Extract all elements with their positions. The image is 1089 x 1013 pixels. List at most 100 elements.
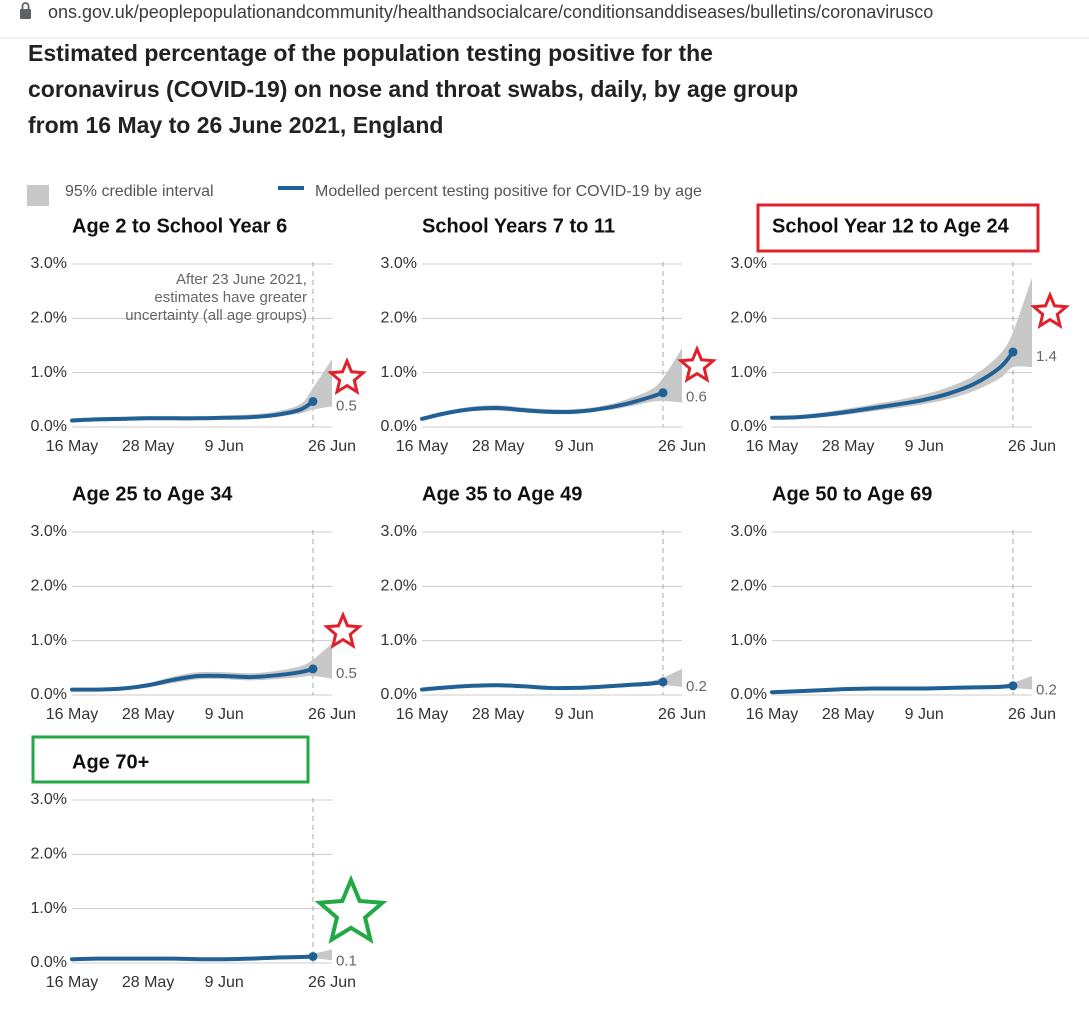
- panel: Age 70+ 0.0% 1.0% 2.0% 3.0% 16 May 28 May 9 Jun…: [31, 751, 357, 991]
- annotation: estimates have greater: [154, 289, 307, 306]
- y-tick-label: 2.0%: [731, 310, 767, 327]
- highlight-star: [323, 611, 363, 649]
- legend-label: Modelled percent testing positive for CO…: [315, 183, 702, 200]
- address-bar[interactable]: ons.gov.uk/peoplepopulationandcommunity/…: [20, 2, 933, 22]
- annotation: After 23 June 2021,: [176, 271, 307, 288]
- page-title: from 16 May to 26 June 2021, England: [28, 112, 443, 138]
- page-title: Estimated percentage of the population t…: [28, 40, 713, 66]
- y-tick-label: 0.0%: [381, 418, 417, 435]
- y-tick-label: 1.0%: [31, 632, 67, 649]
- value-label: 0.2: [1036, 682, 1057, 699]
- y-tick-label: 0.0%: [731, 686, 767, 703]
- y-tick-label: 3.0%: [381, 255, 417, 272]
- url[interactable]: ons.gov.uk/peoplepopulationandcommunity/…: [48, 2, 933, 22]
- end-point: [1008, 681, 1018, 691]
- panel-title: Age 35 to Age 49: [422, 483, 582, 505]
- end-point: [658, 677, 668, 687]
- x-tick-label: 26 Jun: [658, 438, 706, 455]
- y-tick-label: 1.0%: [731, 364, 767, 381]
- line: [70, 666, 315, 692]
- highlight-star: [677, 345, 717, 383]
- x-tick-label: 16 May: [46, 438, 98, 455]
- y-tick-label: 3.0%: [731, 255, 767, 272]
- legend-swatch: [27, 185, 49, 206]
- y-tick-label: 3.0%: [381, 523, 417, 540]
- x-tick-label: 9 Jun: [905, 706, 944, 723]
- y-tick-label: 3.0%: [731, 523, 767, 540]
- x-tick-label: 28 May: [122, 974, 174, 991]
- y-tick-label: 3.0%: [31, 523, 67, 540]
- credible-interval: [422, 348, 682, 421]
- value-label: 0.5: [336, 397, 357, 414]
- panel: Age 25 to Age 34 0.0% 1.0% 2.0% 3.0% 16 May 28…: [31, 483, 357, 723]
- end-point: [308, 951, 318, 961]
- x-tick-label: 16 May: [746, 706, 798, 723]
- x-tick-label: 9 Jun: [905, 438, 944, 455]
- y-tick-label: 2.0%: [381, 310, 417, 327]
- panel: School Years 7 to 11 0.0% 1.0% 2.0% 3.0% 16 M…: [381, 215, 707, 455]
- panel: Age 50 to Age 69 0.0% 1.0% 2.0% 3.0% 16 May 28…: [731, 483, 1057, 723]
- value-label: 1.4: [1036, 348, 1057, 365]
- x-tick-label: 16 May: [746, 438, 798, 455]
- value-label: 0.1: [336, 952, 357, 969]
- y-tick-label: 0.0%: [31, 418, 67, 435]
- highlight-box: [756, 203, 1040, 253]
- x-tick-label: 16 May: [396, 438, 448, 455]
- x-tick-label: 9 Jun: [205, 706, 244, 723]
- page-title: coronavirus (COVID-19) on nose and throa…: [28, 76, 798, 102]
- highlight-star: [314, 874, 388, 944]
- highlight-star: [327, 357, 367, 395]
- panel-title: Age 25 to Age 34: [72, 483, 233, 505]
- y-tick-label: 0.0%: [31, 686, 67, 703]
- panel-title: Age 70+: [72, 751, 149, 773]
- panel-title: School Year 12 to Age 24: [772, 215, 1010, 237]
- x-tick-label: 16 May: [396, 706, 448, 723]
- credible-interval: [772, 277, 1032, 420]
- x-tick-label: 28 May: [472, 706, 524, 723]
- value-label: 0.5: [336, 665, 357, 682]
- y-tick-label: 2.0%: [731, 578, 767, 595]
- legend: 95% credible interval Modelled percent t…: [27, 183, 702, 206]
- value-label: 0.2: [686, 678, 707, 695]
- line: [770, 683, 1015, 695]
- panel: Age 2 to School Year 6 0.0% 1.0% 2.0% 3.0% 16…: [31, 215, 357, 455]
- y-tick-label: 0.0%: [381, 686, 417, 703]
- x-tick-label: 9 Jun: [555, 706, 594, 723]
- line: [420, 679, 665, 692]
- y-tick-label: 2.0%: [381, 578, 417, 595]
- y-tick-label: 0.0%: [731, 418, 767, 435]
- y-tick-label: 1.0%: [381, 364, 417, 381]
- line: [770, 350, 1015, 420]
- x-tick-label: 26 Jun: [1008, 438, 1056, 455]
- x-tick-label: 28 May: [122, 706, 174, 723]
- y-tick-label: 3.0%: [31, 255, 67, 272]
- x-tick-label: 28 May: [122, 438, 174, 455]
- x-tick-label: 26 Jun: [658, 706, 706, 723]
- x-tick-label: 28 May: [822, 438, 874, 455]
- line: [70, 399, 315, 423]
- x-tick-label: 9 Jun: [205, 974, 244, 991]
- x-tick-label: 16 May: [46, 974, 98, 991]
- lock-icon: [20, 9, 31, 19]
- value-label: 0.6: [686, 389, 707, 406]
- y-tick-label: 1.0%: [731, 632, 767, 649]
- y-tick-label: 1.0%: [31, 900, 67, 917]
- x-tick-label: 26 Jun: [308, 974, 356, 991]
- y-tick-label: 0.0%: [31, 954, 67, 971]
- panel-title: Age 2 to School Year 6: [72, 215, 287, 237]
- x-tick-label: 26 Jun: [1008, 706, 1056, 723]
- x-tick-label: 9 Jun: [205, 438, 244, 455]
- line: [70, 954, 315, 962]
- end-point: [308, 396, 318, 406]
- y-tick-label: 2.0%: [31, 310, 67, 327]
- panel: School Year 12 to Age 24 0.0% 1.0% 2.0% 3.0%…: [731, 215, 1057, 455]
- highlight-box: [31, 735, 310, 784]
- y-tick-label: 3.0%: [31, 791, 67, 808]
- y-tick-label: 1.0%: [381, 632, 417, 649]
- line: [420, 390, 665, 421]
- y-tick-label: 1.0%: [31, 364, 67, 381]
- x-tick-label: 26 Jun: [308, 706, 356, 723]
- x-tick-label: 26 Jun: [308, 438, 356, 455]
